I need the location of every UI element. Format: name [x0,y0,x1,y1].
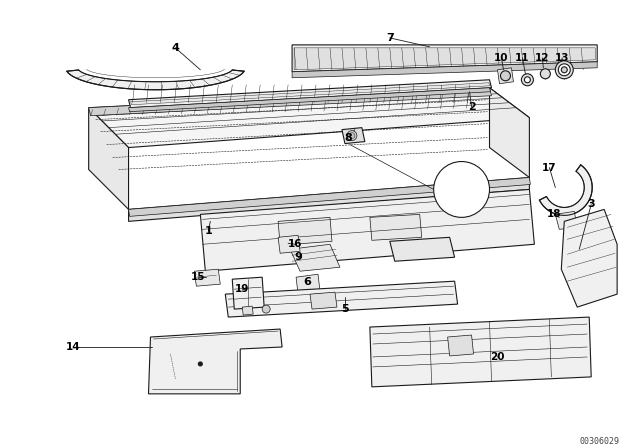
Polygon shape [129,177,529,221]
Text: 19: 19 [235,284,250,294]
Polygon shape [490,88,529,177]
Text: 8: 8 [344,133,352,142]
Polygon shape [129,88,490,112]
Text: 00306029: 00306029 [579,437,619,446]
Text: 12: 12 [535,53,550,63]
Polygon shape [294,48,595,70]
Polygon shape [278,217,332,246]
Polygon shape [129,177,531,216]
Polygon shape [540,165,592,215]
Circle shape [561,67,567,73]
Circle shape [349,133,355,138]
Polygon shape [148,329,282,394]
Polygon shape [390,237,454,261]
Text: 20: 20 [490,352,505,362]
Text: 16: 16 [288,239,302,249]
Polygon shape [370,317,591,387]
Polygon shape [89,88,529,147]
Polygon shape [556,211,577,229]
Circle shape [556,61,573,79]
Circle shape [540,69,550,79]
Polygon shape [129,80,492,108]
Text: 17: 17 [542,163,557,172]
Circle shape [524,77,531,83]
Polygon shape [225,281,458,317]
Text: 3: 3 [588,199,595,209]
Text: 15: 15 [191,272,205,282]
Text: 14: 14 [65,342,80,352]
Polygon shape [292,62,597,78]
Text: 2: 2 [468,102,476,112]
Polygon shape [89,88,492,116]
Text: 6: 6 [303,277,311,287]
Circle shape [262,305,270,313]
Circle shape [434,162,490,217]
Polygon shape [242,306,253,315]
Polygon shape [447,335,474,356]
Polygon shape [278,235,300,253]
Polygon shape [497,68,513,84]
Text: 11: 11 [515,53,530,63]
Text: 4: 4 [172,43,179,53]
Polygon shape [342,128,365,143]
Polygon shape [370,215,422,240]
Polygon shape [200,190,534,271]
Polygon shape [131,83,490,105]
Text: 5: 5 [341,304,349,314]
Circle shape [198,362,202,366]
Text: 10: 10 [494,53,509,63]
Circle shape [522,74,533,86]
Text: 9: 9 [294,252,302,262]
Polygon shape [67,70,244,90]
Polygon shape [310,292,337,309]
Text: 18: 18 [547,209,561,220]
Circle shape [558,64,570,76]
Polygon shape [89,108,129,209]
Polygon shape [561,209,617,307]
Polygon shape [296,274,320,294]
Polygon shape [290,244,340,271]
Text: 1: 1 [204,226,212,237]
Circle shape [347,131,357,141]
Text: 13: 13 [555,53,570,63]
Text: 7: 7 [386,33,394,43]
Polygon shape [292,45,597,72]
Polygon shape [450,181,476,196]
Circle shape [500,71,511,81]
Polygon shape [195,269,220,286]
Polygon shape [232,277,264,309]
